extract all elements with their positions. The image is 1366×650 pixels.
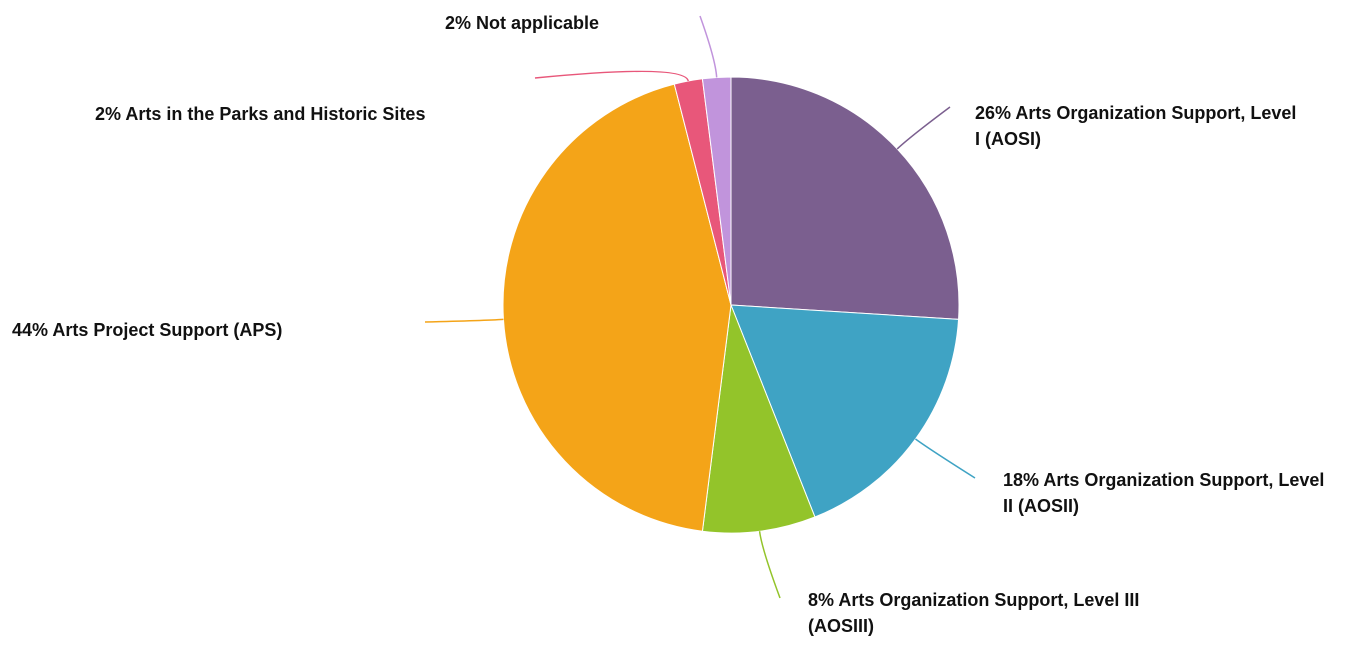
value-label: 26% [975,103,1012,123]
slice-label: 2% Arts in the Parks and Historic Sites [95,101,525,127]
slice-label: 26% Arts Organization Support, Level I (… [975,100,1305,152]
leader-line [699,15,718,78]
category-label: Not applicable [476,13,600,33]
category-label: Arts Organization Support, Level II (AOS… [1003,470,1325,516]
value-label: 44% [12,320,49,340]
slice-label: 8% Arts Organization Support, Level III … [808,587,1188,639]
pie-slice [701,304,816,534]
pie-slice [502,83,732,532]
leader-line [534,70,690,82]
pie-slice [701,76,732,306]
leader-line [758,531,781,599]
value-label: 8% [808,590,835,610]
value-label: 2% [445,13,472,33]
leader-line [915,438,976,479]
leader-line [896,106,951,150]
category-label: Arts Organization Support, Level I (AOSI… [975,103,1297,149]
value-label: 18% [1003,470,1040,490]
leader-line [424,318,504,323]
slice-label: 18% Arts Organization Support, Level II … [1003,467,1333,519]
category-label: Arts Organization Support, Level III (AO… [808,590,1140,636]
category-label: Arts in the Parks and Historic Sites [125,104,426,124]
pie-slice [730,304,960,518]
slice-label: 2% Not applicable [445,10,705,36]
value-label: 2% [95,104,122,124]
pie-slice [730,76,960,320]
category-label: Arts Project Support (APS) [52,320,283,340]
slice-label: 44% Arts Project Support (APS) [12,317,432,343]
